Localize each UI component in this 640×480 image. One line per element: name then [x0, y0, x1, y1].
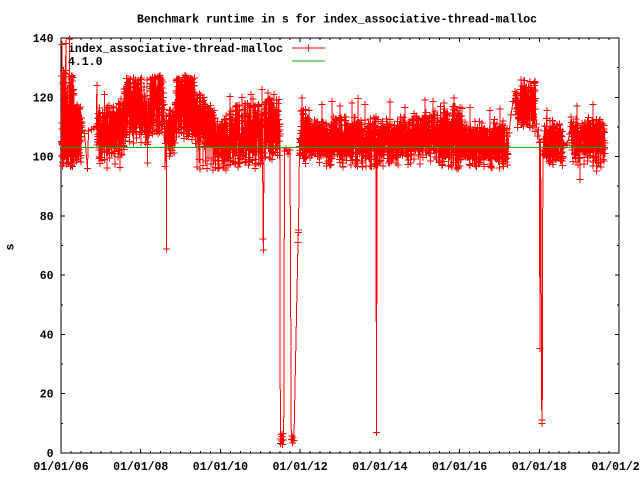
svg-text:20: 20	[40, 389, 54, 402]
svg-text:index_associative-thread-mallo: index_associative-thread-malloc	[68, 43, 283, 56]
svg-text:0: 0	[47, 448, 54, 461]
svg-text:01/01/10: 01/01/10	[193, 461, 248, 474]
svg-text:Benchmark runtime in s for ind: Benchmark runtime in s for index_associa…	[137, 14, 537, 27]
svg-text:01/01/18: 01/01/18	[512, 461, 567, 474]
svg-text:140: 140	[33, 33, 54, 46]
svg-text:4.1.0: 4.1.0	[68, 56, 103, 69]
svg-text:01/01/06: 01/01/06	[33, 461, 88, 474]
svg-text:01/01/12: 01/01/12	[273, 461, 328, 474]
svg-text:120: 120	[33, 92, 54, 105]
svg-text:40: 40	[40, 329, 54, 342]
svg-text:100: 100	[33, 152, 54, 165]
svg-text:01/01/14: 01/01/14	[352, 461, 407, 474]
svg-text:01/01/08: 01/01/08	[113, 461, 168, 474]
svg-text:s: s	[5, 243, 18, 250]
svg-text:01/01/16: 01/01/16	[432, 461, 487, 474]
svg-text:80: 80	[40, 211, 54, 224]
svg-text:01/01/20: 01/01/20	[591, 461, 640, 474]
svg-text:60: 60	[40, 270, 54, 283]
